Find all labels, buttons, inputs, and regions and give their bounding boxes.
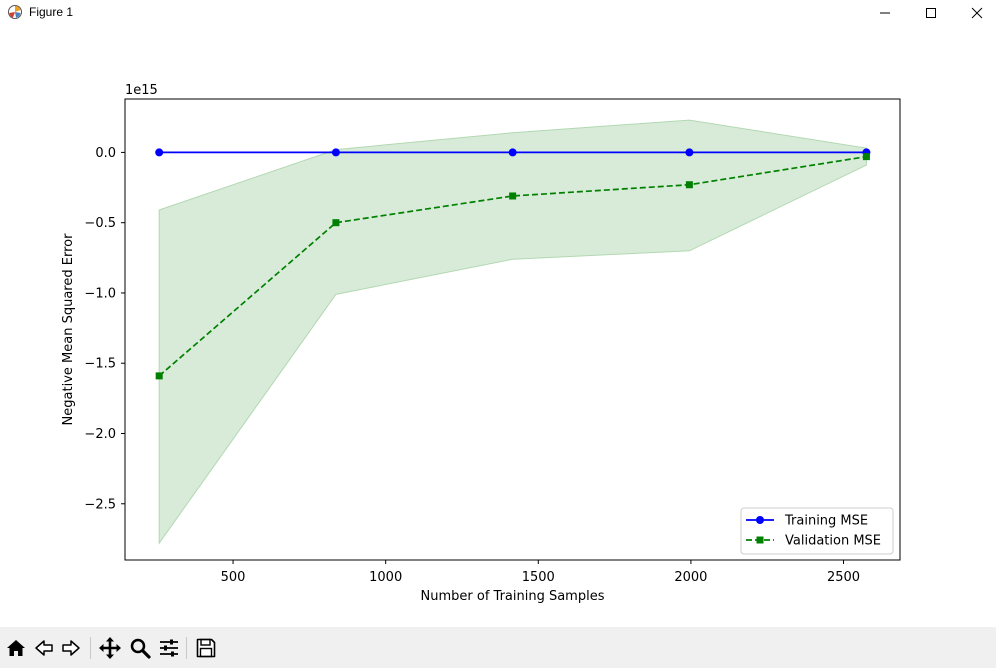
legend-box	[740, 507, 894, 555]
legend: Training MSE Validation MSE	[740, 507, 894, 555]
save-icon	[196, 638, 216, 658]
save-button[interactable]	[193, 635, 219, 661]
y-tick-label: 0.0	[95, 146, 116, 161]
minimize-icon	[880, 12, 890, 14]
y-tick-label: −1.0	[84, 286, 116, 301]
y-scale-label: 1e15	[125, 83, 158, 98]
close-button[interactable]	[954, 0, 996, 26]
forward-button[interactable]	[58, 635, 84, 661]
x-tick-label: 2000	[674, 570, 707, 585]
data-point	[155, 372, 163, 380]
data-point	[332, 219, 340, 227]
minimize-button[interactable]	[862, 0, 908, 26]
x-axis-label: Number of Training Samples	[421, 589, 605, 604]
data-point	[508, 148, 517, 157]
y-tick-label: −2.5	[84, 497, 116, 512]
title-bar: Figure 1	[0, 0, 996, 26]
matplotlib-icon	[8, 5, 22, 19]
y-axis-label: Negative Mean Squared Error	[61, 233, 76, 426]
axes-frame	[124, 98, 901, 561]
figure-canvas: 500 1000 1500 2000 2500 0.0 −0.5 −1.0 −1.5 −2.0 −…	[0, 26, 996, 627]
zoom-button[interactable]	[127, 635, 153, 661]
home-icon	[7, 640, 25, 656]
pan-icon	[99, 637, 121, 659]
configure-subplots-button[interactable]	[156, 635, 182, 661]
x-tick-label: 500	[221, 570, 246, 585]
series-line	[158, 155, 867, 377]
forward-icon	[62, 640, 80, 656]
data-point	[862, 153, 870, 161]
maximize-button[interactable]	[908, 0, 954, 26]
x-tick-label: 1500	[522, 570, 555, 585]
x-tick-label: 1000	[369, 570, 402, 585]
y-tick-label: −1.5	[84, 357, 116, 372]
navigation-toolbar	[0, 627, 996, 668]
data-point	[509, 192, 517, 200]
data-point	[685, 148, 694, 157]
pan-button[interactable]	[97, 635, 123, 661]
y-tick-label: −0.5	[84, 216, 116, 231]
y-tick-label: −2.0	[84, 427, 116, 442]
zoom-icon	[130, 638, 151, 659]
toolbar-separator	[186, 637, 187, 659]
data-point	[331, 148, 340, 157]
legend-label: Validation MSE	[785, 534, 881, 549]
back-icon	[35, 640, 53, 656]
legend-marker	[756, 516, 764, 524]
confidence-band	[158, 119, 867, 545]
home-button[interactable]	[3, 635, 29, 661]
toolbar-separator	[90, 637, 91, 659]
window-title: Figure 1	[29, 5, 74, 19]
data-point	[685, 181, 693, 189]
back-button[interactable]	[31, 635, 57, 661]
x-tick-label: 2500	[827, 570, 860, 585]
data-point	[155, 148, 164, 157]
legend-marker	[756, 536, 764, 544]
configure-subplots-icon	[160, 639, 178, 657]
chart: 500 1000 1500 2000 2500 0.0 −0.5 −1.0 −1.5 −2.0 −…	[61, 83, 901, 604]
maximize-icon	[926, 8, 936, 18]
legend-label: Training MSE	[784, 514, 868, 529]
close-icon	[971, 7, 983, 19]
